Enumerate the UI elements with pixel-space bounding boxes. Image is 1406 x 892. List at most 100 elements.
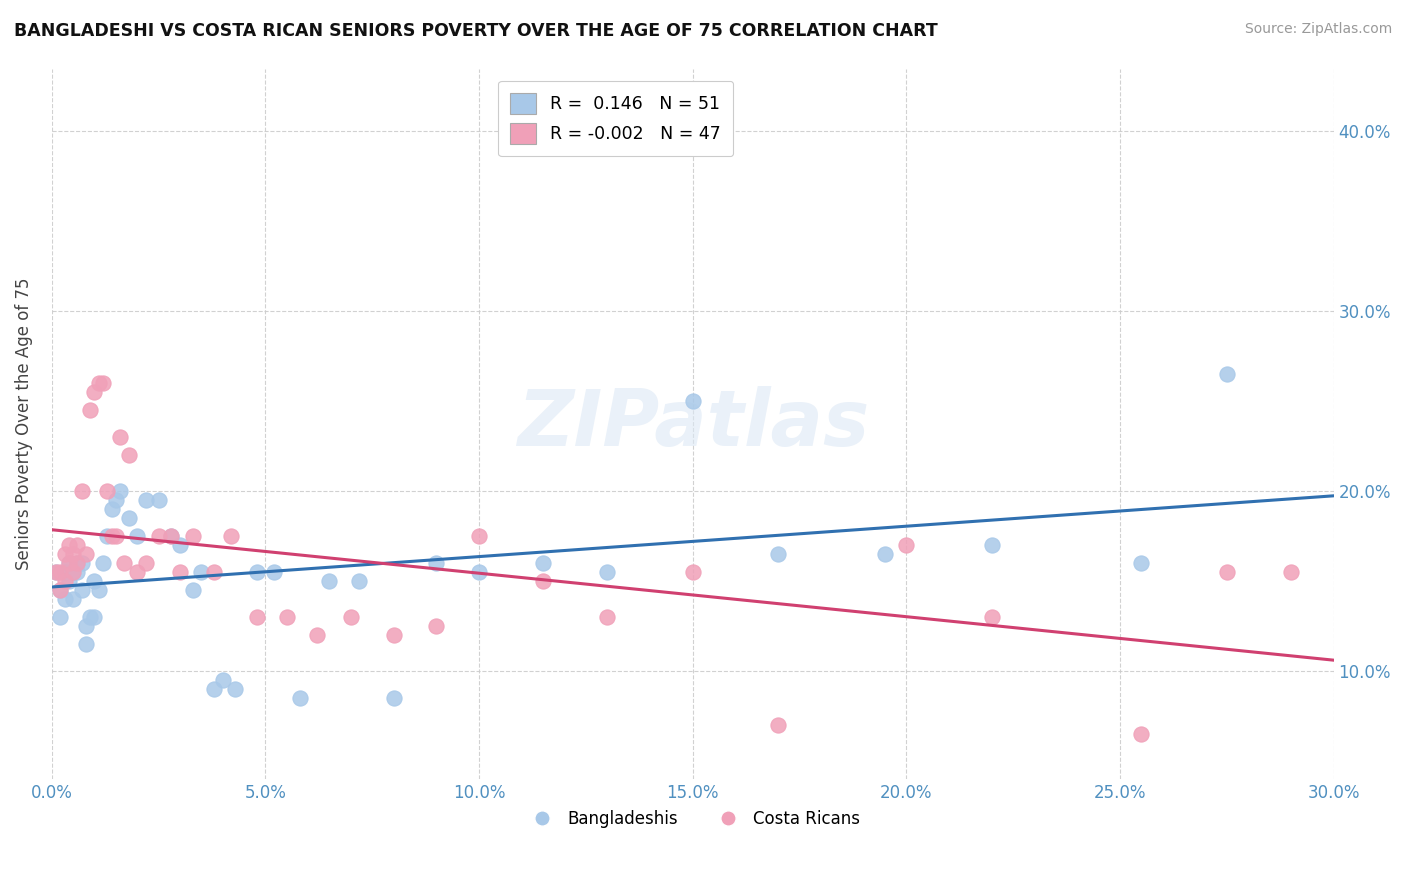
- Point: [53, 592, 76, 607]
- Point: [531, 574, 554, 588]
- Point: [219, 529, 242, 543]
- Point: [58, 574, 80, 588]
- Point: [91, 376, 114, 391]
- Point: [53, 574, 76, 588]
- Point: [49, 565, 72, 579]
- Point: [83, 385, 105, 400]
- Point: [83, 574, 105, 588]
- Point: [349, 574, 371, 588]
- Point: [104, 529, 127, 543]
- Point: [53, 565, 76, 579]
- Point: [75, 619, 97, 633]
- Point: [246, 565, 269, 579]
- Point: [49, 583, 72, 598]
- Point: [45, 565, 67, 579]
- Point: [224, 681, 246, 696]
- Point: [425, 619, 447, 633]
- Point: [62, 565, 84, 579]
- Point: [127, 529, 149, 543]
- Point: [70, 484, 93, 499]
- Point: [87, 583, 110, 598]
- Point: [87, 376, 110, 391]
- Legend: Bangladeshis, Costa Ricans: Bangladeshis, Costa Ricans: [519, 803, 866, 835]
- Point: [79, 403, 101, 417]
- Point: [211, 673, 233, 687]
- Point: [181, 529, 204, 543]
- Point: [58, 556, 80, 570]
- Point: [62, 592, 84, 607]
- Point: [596, 610, 619, 624]
- Point: [305, 628, 328, 642]
- Point: [58, 556, 80, 570]
- Point: [118, 511, 141, 525]
- Point: [53, 547, 76, 561]
- Point: [169, 538, 191, 552]
- Point: [104, 493, 127, 508]
- Text: Source: ZipAtlas.com: Source: ZipAtlas.com: [1244, 22, 1392, 37]
- Point: [468, 529, 491, 543]
- Point: [62, 565, 84, 579]
- Point: [160, 529, 183, 543]
- Point: [58, 538, 80, 552]
- Y-axis label: Seniors Poverty Over the Age of 75: Seniors Poverty Over the Age of 75: [15, 277, 32, 570]
- Point: [596, 565, 619, 579]
- Point: [75, 547, 97, 561]
- Point: [382, 690, 405, 705]
- Point: [896, 538, 918, 552]
- Point: [118, 448, 141, 462]
- Point: [980, 538, 1002, 552]
- Point: [112, 556, 135, 570]
- Point: [160, 529, 183, 543]
- Point: [766, 547, 789, 561]
- Point: [148, 529, 170, 543]
- Point: [1216, 565, 1239, 579]
- Point: [873, 547, 896, 561]
- Point: [66, 556, 89, 570]
- Point: [1130, 556, 1153, 570]
- Point: [66, 565, 89, 579]
- Point: [318, 574, 340, 588]
- Point: [100, 502, 122, 516]
- Point: [276, 610, 298, 624]
- Point: [127, 565, 149, 579]
- Point: [340, 610, 363, 624]
- Point: [100, 529, 122, 543]
- Point: [682, 394, 704, 409]
- Point: [202, 681, 225, 696]
- Point: [135, 493, 157, 508]
- Point: [83, 610, 105, 624]
- Point: [1279, 565, 1302, 579]
- Point: [682, 565, 704, 579]
- Point: [91, 556, 114, 570]
- Point: [169, 565, 191, 579]
- Point: [66, 556, 89, 570]
- Point: [980, 610, 1002, 624]
- Point: [263, 565, 285, 579]
- Point: [70, 583, 93, 598]
- Point: [96, 529, 118, 543]
- Point: [202, 565, 225, 579]
- Point: [135, 556, 157, 570]
- Point: [531, 556, 554, 570]
- Point: [181, 583, 204, 598]
- Point: [79, 610, 101, 624]
- Point: [1130, 727, 1153, 741]
- Point: [288, 690, 311, 705]
- Point: [148, 493, 170, 508]
- Point: [108, 430, 131, 444]
- Point: [45, 565, 67, 579]
- Point: [766, 718, 789, 732]
- Point: [96, 484, 118, 499]
- Text: ZIPatlas: ZIPatlas: [516, 385, 869, 462]
- Point: [108, 484, 131, 499]
- Point: [246, 610, 269, 624]
- Point: [66, 538, 89, 552]
- Text: BANGLADESHI VS COSTA RICAN SENIORS POVERTY OVER THE AGE OF 75 CORRELATION CHART: BANGLADESHI VS COSTA RICAN SENIORS POVER…: [14, 22, 938, 40]
- Point: [190, 565, 212, 579]
- Point: [75, 637, 97, 651]
- Point: [468, 565, 491, 579]
- Point: [382, 628, 405, 642]
- Point: [425, 556, 447, 570]
- Point: [62, 547, 84, 561]
- Point: [49, 583, 72, 598]
